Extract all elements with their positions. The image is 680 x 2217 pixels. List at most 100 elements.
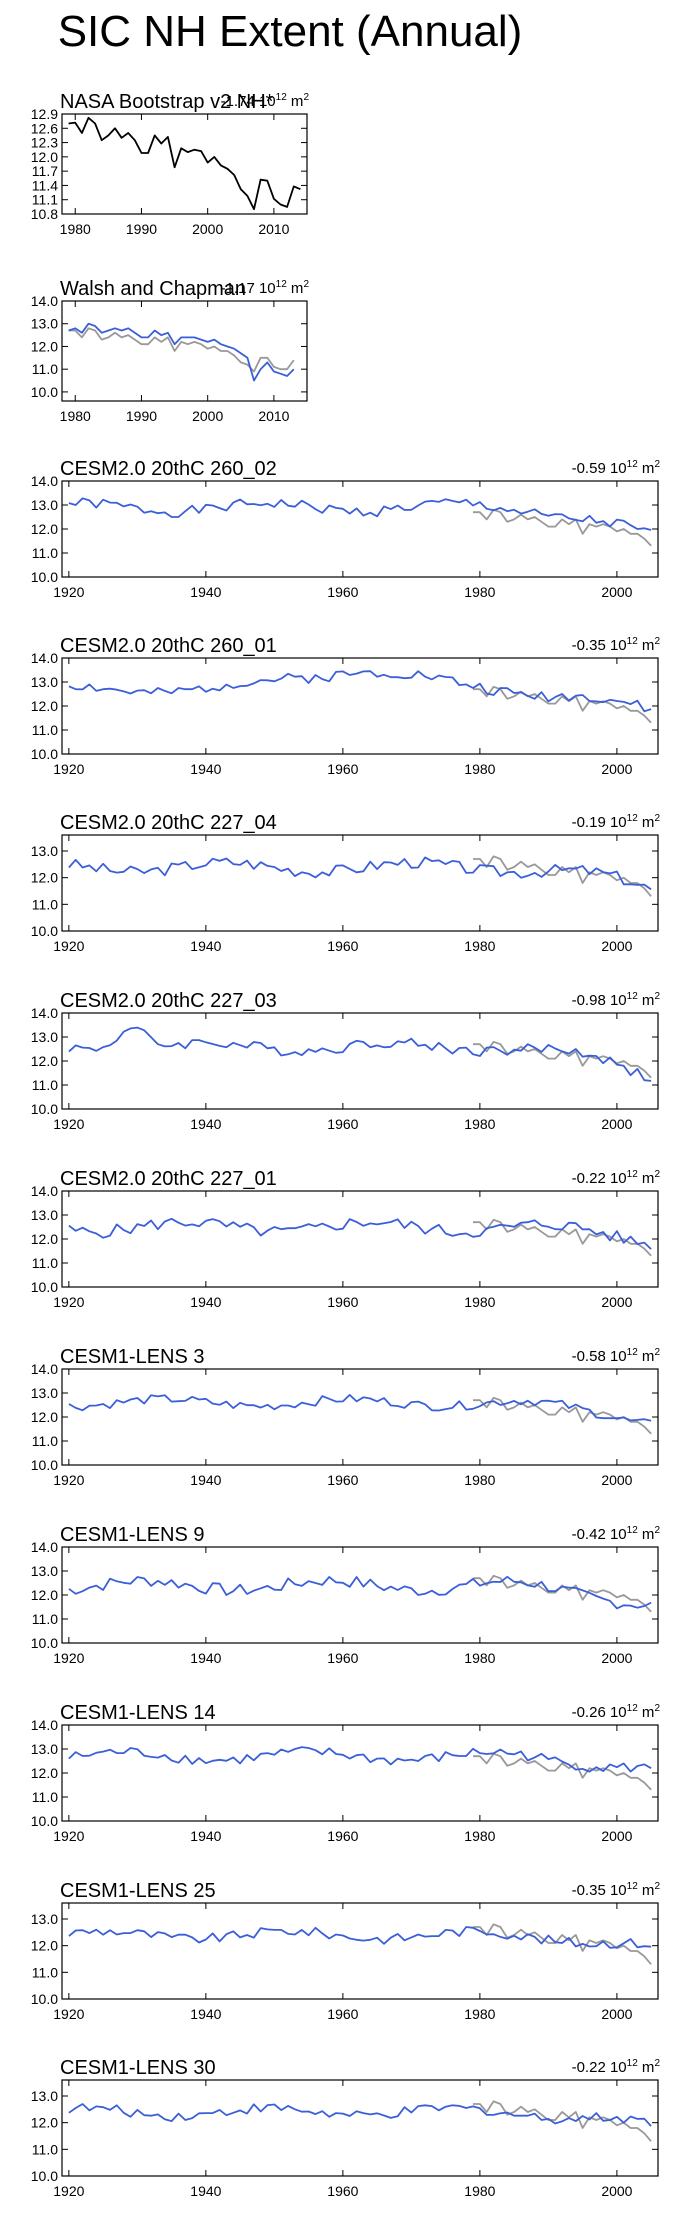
trend-unit: m <box>638 1882 655 1899</box>
y-tick-label: 10.0 <box>31 1991 58 2007</box>
y-tick-label: 13.0 <box>31 1911 58 1927</box>
y-tick-label: 12.0 <box>31 149 58 165</box>
trend-label: -0.35 1012 m2 <box>572 1881 661 1899</box>
trend-value: -0.35 10 <box>572 637 627 654</box>
plot-frame <box>61 1724 659 1822</box>
y-tick-label: 12.3 <box>31 135 58 151</box>
trend-unit-exponent: 2 <box>654 813 660 824</box>
x-tick-label: 1920 <box>53 761 84 777</box>
trend-unit-exponent: 2 <box>654 1525 660 1536</box>
x-tick-label: 1980 <box>464 938 495 954</box>
model-series-line <box>68 2103 652 2127</box>
obs-series-line <box>473 508 652 547</box>
trend-unit: m <box>638 460 655 477</box>
trend-exponent: 12 <box>627 636 639 647</box>
trend-label: -0.19 1012 m2 <box>572 813 661 831</box>
trend-unit: m <box>638 1526 655 1543</box>
y-tick-label: 14.0 <box>31 473 58 489</box>
panel-title: Walsh and Chapman <box>60 278 246 300</box>
y-tick-label: 10.0 <box>31 569 58 585</box>
trend-value: -0.22 10 <box>572 2059 627 2076</box>
y-tick-label: 13.0 <box>31 497 58 513</box>
trend-unit-exponent: 2 <box>654 1703 660 1714</box>
x-tick-label: 1940 <box>190 761 221 777</box>
model-series-line <box>68 1575 652 1610</box>
y-tick-label: 14.0 <box>31 1183 58 1199</box>
trend-exponent: 12 <box>627 2058 639 2069</box>
x-tick-label: 1980 <box>464 1294 495 1310</box>
panel-title: CESM2.0 20thC 227_03 <box>60 990 277 1012</box>
y-tick-label: 13.0 <box>31 674 58 690</box>
x-tick-label: 1960 <box>327 1828 358 1844</box>
panel-12: CESM1-LENS 30 -0.22 1012 m2 10.0 11.0 12.0 13… <box>31 2057 661 2199</box>
panel-7: CESM2.0 20thC 227_01 -0.22 1012 m2 10.0 11.… <box>31 1168 661 1310</box>
x-tick-label: 1940 <box>190 938 221 954</box>
trend-unit-exponent: 2 <box>654 1347 660 1358</box>
x-tick-label: 2000 <box>601 2183 632 2199</box>
panel-2: Walsh and Chapman-1.17 1012 m2 10.0 11.0 12… <box>31 278 310 424</box>
obs-series-line <box>473 685 652 724</box>
trend-label: -0.42 1012 m2 <box>572 1525 661 1543</box>
panel-3: CESM2.0 20thC 260_02 -0.59 1012 m2 10.0 11.… <box>31 458 661 600</box>
x-tick-label: 2010 <box>258 408 289 424</box>
x-tick-label: 1960 <box>327 938 358 954</box>
x-tick-label: 1940 <box>190 1472 221 1488</box>
series-line-1 <box>68 116 301 211</box>
trend-label: -1.17 1012 m2 <box>221 279 310 297</box>
trend-unit: m <box>287 280 304 297</box>
x-tick-label: 1980 <box>464 1472 495 1488</box>
x-tick-label: 1920 <box>53 584 84 600</box>
trend-exponent: 12 <box>627 991 639 1002</box>
trend-unit-exponent: 2 <box>303 92 309 103</box>
y-tick-label: 12.0 <box>31 870 58 886</box>
panel-6: CESM2.0 20thC 227_03 -0.98 1012 m2 10.0 11.… <box>31 990 661 1132</box>
x-tick-label: 1920 <box>53 938 84 954</box>
x-tick-label: 1920 <box>53 1472 84 1488</box>
x-tick-label: 1920 <box>53 1828 84 1844</box>
model-series-line <box>68 1926 652 1949</box>
y-tick-label: 10.0 <box>31 1457 58 1473</box>
x-tick-label: 1960 <box>327 2183 358 2199</box>
plot-frame <box>61 1012 659 1110</box>
y-tick-label: 11.0 <box>32 1255 58 1271</box>
x-tick-label: 1920 <box>53 1116 84 1132</box>
panel-title: CESM2.0 20thC 227_01 <box>60 1168 277 1190</box>
x-tick-label: 1980 <box>60 221 91 237</box>
y-tick-label: 14.0 <box>31 650 58 666</box>
y-tick-label: 12.0 <box>31 1938 58 1954</box>
y-tick-label: 12.0 <box>31 1587 58 1603</box>
y-tick-label: 11.1 <box>32 192 58 208</box>
x-tick-label: 1980 <box>464 1116 495 1132</box>
x-tick-label: 1990 <box>126 221 157 237</box>
x-tick-label: 1940 <box>190 1650 221 1666</box>
plot-frame <box>61 300 308 402</box>
y-tick-label: 10.0 <box>31 384 58 400</box>
x-tick-label: 1980 <box>60 408 91 424</box>
y-tick-label: 11.0 <box>32 1611 58 1627</box>
x-tick-label: 1940 <box>190 1294 221 1310</box>
x-tick-label: 1980 <box>464 584 495 600</box>
trend-value: -1.74 10 <box>221 93 276 110</box>
y-tick-label: 14.0 <box>31 293 58 309</box>
x-tick-label: 1960 <box>327 1650 358 1666</box>
y-tick-label: 13.0 <box>31 843 58 859</box>
plot-frame <box>61 1368 659 1466</box>
y-tick-label: 11.7 <box>32 163 58 179</box>
trend-value: -1.17 10 <box>221 280 276 297</box>
panel-title: CESM1-LENS 30 <box>60 2057 216 2079</box>
y-tick-label: 12.0 <box>31 698 58 714</box>
y-tick-label: 11.0 <box>32 361 58 377</box>
x-tick-label: 1960 <box>327 1116 358 1132</box>
y-tick-label: 11.0 <box>32 1433 58 1449</box>
x-tick-label: 1960 <box>327 1472 358 1488</box>
y-tick-label: 11.0 <box>32 1789 58 1805</box>
model-series-line <box>68 670 652 713</box>
x-tick-label: 2000 <box>601 938 632 954</box>
trend-unit: m <box>638 1704 655 1721</box>
x-tick-label: 1940 <box>190 1116 221 1132</box>
y-tick-label: 10.0 <box>31 2168 58 2184</box>
y-tick-label: 10.0 <box>31 1279 58 1295</box>
trend-unit-exponent: 2 <box>654 636 660 647</box>
plot-frame <box>61 1902 659 2000</box>
x-tick-label: 1980 <box>464 1650 495 1666</box>
